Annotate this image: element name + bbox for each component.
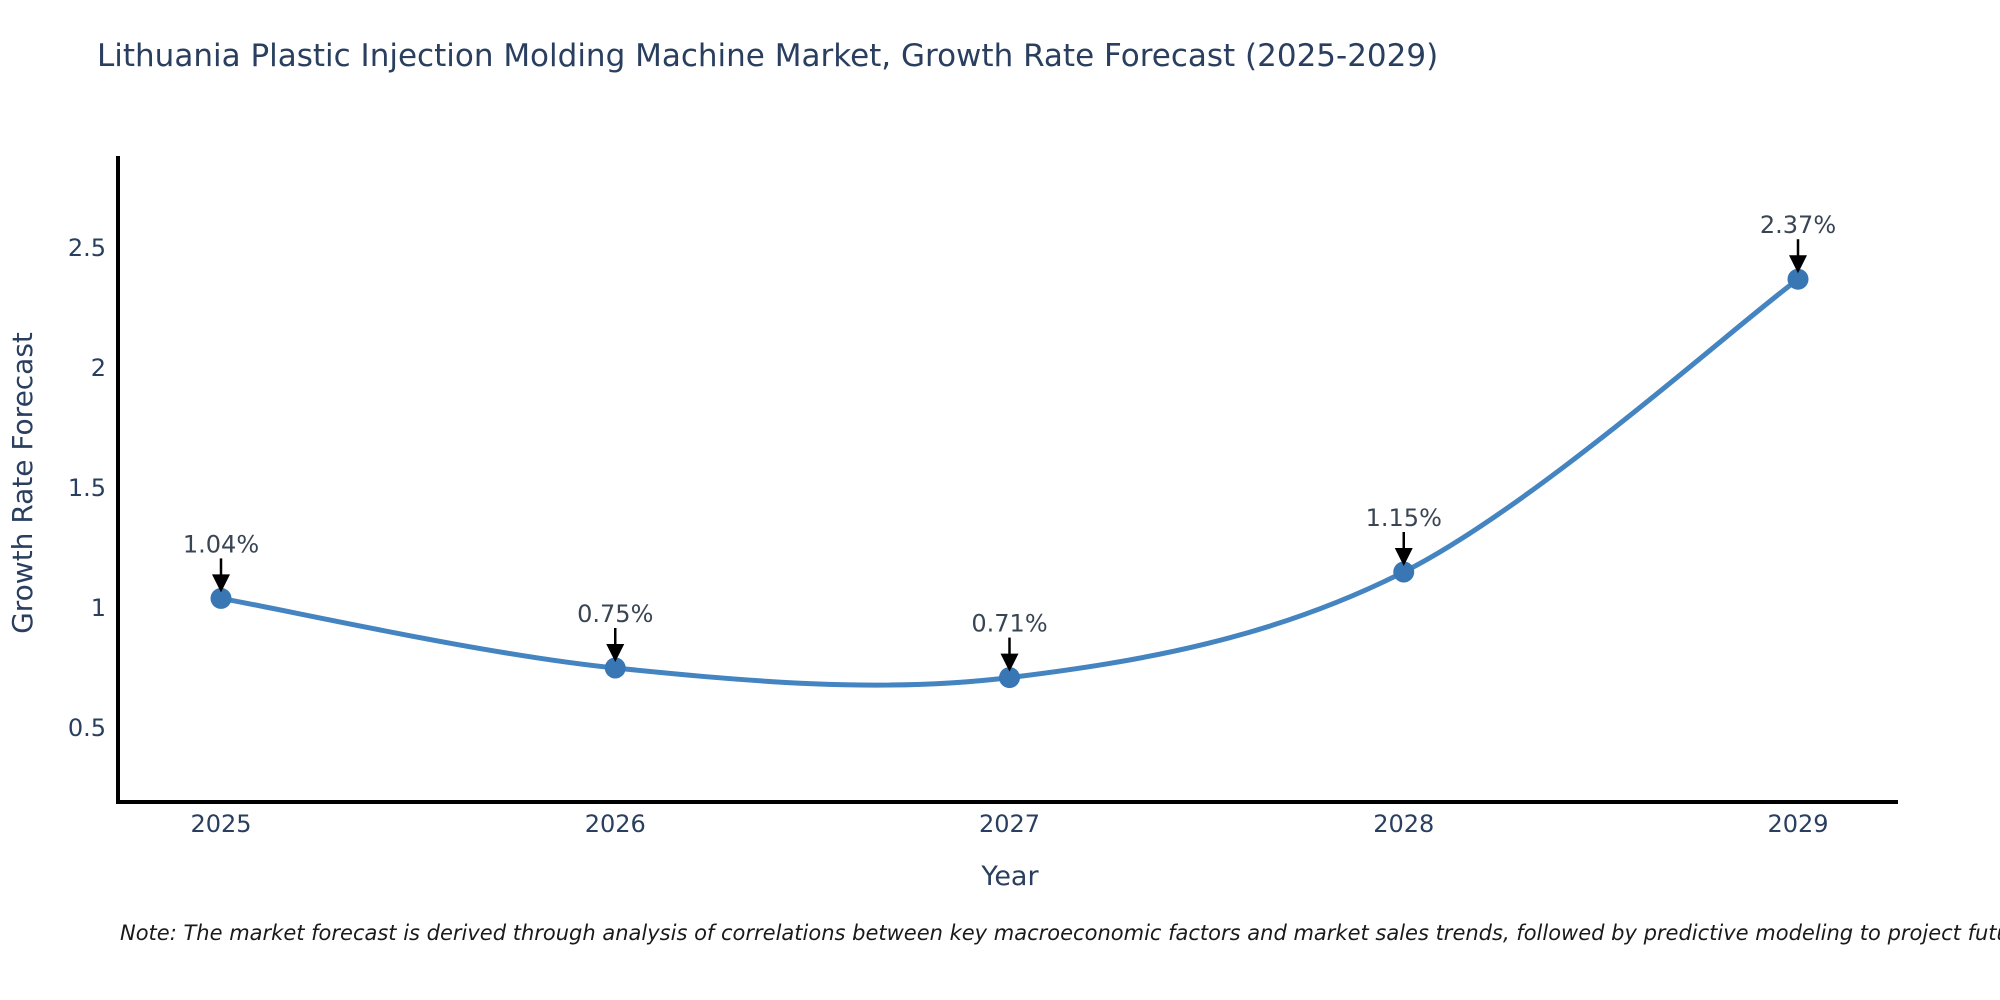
x-axis-tick-labels: 2025 2026 2027 2028 2029 <box>190 810 1828 838</box>
data-point-marker <box>210 587 232 609</box>
data-point-label: 2.37% <box>1760 211 1836 239</box>
annotation-arrowhead-icon <box>606 644 625 662</box>
data-point-label: 0.75% <box>577 600 653 628</box>
data-point-label: 1.15% <box>1366 504 1442 532</box>
annotation-arrowhead-icon <box>1789 255 1807 274</box>
data-point-marker <box>999 667 1020 689</box>
x-tick-label: 2027 <box>979 810 1040 838</box>
annotation-arrowhead-icon <box>1394 548 1413 566</box>
y-tick-label: 2.5 <box>68 234 106 262</box>
footnote: Note: The market forecast is derived thr… <box>120 921 2000 945</box>
series-markers-group <box>210 268 1809 689</box>
y-axis-title: Growth Rate Forecast <box>6 332 39 634</box>
data-point-marker <box>604 657 626 679</box>
annotation-arrowhead-icon <box>1000 653 1019 672</box>
data-point-label: 1.04% <box>183 530 259 558</box>
annotation-arrowhead-icon <box>212 574 230 593</box>
x-tick-label: 2028 <box>1373 810 1434 838</box>
x-tick-label: 2029 <box>1767 810 1828 838</box>
y-tick-label: 1 <box>91 594 106 622</box>
data-point-marker <box>1393 561 1415 583</box>
y-axis-tick-labels: 0.5 1 1.5 2 2.5 <box>68 234 106 742</box>
annotations-group: 1.04% 0.75% 0.71% 1.15% 2.37% <box>183 211 1836 672</box>
x-tick-label: 2026 <box>585 810 646 838</box>
data-point-marker <box>1787 268 1809 290</box>
chart-title: Lithuania Plastic Injection Molding Mach… <box>97 38 1439 74</box>
y-tick-label: 2 <box>91 354 106 382</box>
x-axis-title: Year <box>980 861 1039 892</box>
y-tick-label: 1.5 <box>68 474 106 502</box>
data-point-label: 0.71% <box>971 610 1047 638</box>
x-tick-label: 2025 <box>190 810 251 838</box>
y-tick-label: 0.5 <box>68 714 106 742</box>
